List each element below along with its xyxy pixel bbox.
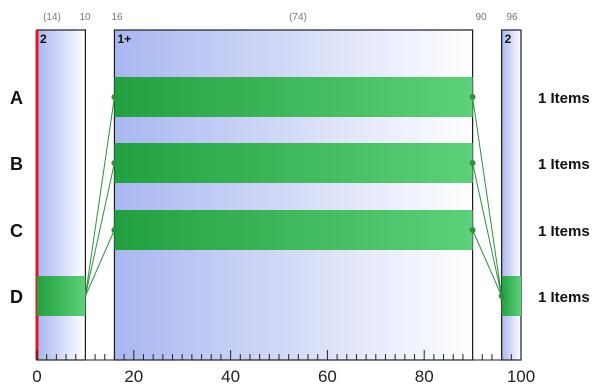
x-tick-label-80: 80 — [415, 367, 434, 386]
connector-node-right-1 — [469, 160, 476, 166]
x-tick-label-20: 20 — [124, 367, 143, 386]
panel-label-1: 2 — [40, 32, 47, 46]
bar-d — [37, 276, 86, 316]
x-tick-label-100: 100 — [507, 367, 535, 386]
row-label-b: B — [10, 154, 23, 174]
connector-node-left-0 — [111, 94, 118, 100]
top-label-5: 96 — [506, 12, 518, 23]
labels-layer: A 1 Items B 1 Items C 1 Items D 1 Items (14) 10 16… — [10, 12, 590, 307]
panel-label-2: 1+ — [117, 32, 131, 46]
connector-right-1 — [472, 162, 503, 297]
item-count-b: 1 Items — [538, 156, 590, 173]
top-label-4: 90 — [475, 12, 487, 23]
x-tick-label-60: 60 — [318, 367, 337, 386]
bars-layer — [37, 77, 521, 316]
row-label-d: D — [10, 287, 23, 307]
connector-node-left-2 — [111, 227, 118, 233]
connector-left-2 — [84, 229, 115, 297]
x-tick-label-0: 0 — [32, 367, 41, 386]
connectors-layer — [84, 94, 505, 299]
bar-b — [114, 143, 473, 183]
item-count-a: 1 Items — [538, 90, 590, 107]
x-tick-label-40: 40 — [221, 367, 240, 386]
connector-node-left-1 — [111, 160, 118, 166]
row-label-a: A — [10, 88, 23, 108]
connector-right-0 — [472, 96, 503, 297]
x-axis: 0 20 40 60 80 100 — [32, 350, 535, 386]
connector-node-right-2 — [469, 227, 476, 233]
connector-right-2 — [472, 229, 503, 297]
top-label-0: (14) — [43, 12, 61, 23]
top-label-3: (74) — [289, 12, 307, 23]
item-count-d: 1 Items — [538, 289, 590, 306]
panel-label-3: 2 — [505, 32, 512, 46]
connector-node-d-end — [498, 293, 505, 299]
bar-d-end — [501, 276, 521, 316]
top-label-1: 10 — [79, 12, 91, 23]
bar-c — [114, 210, 473, 250]
top-label-2: 16 — [111, 12, 123, 23]
connector-left-1 — [84, 162, 115, 297]
bar-a — [114, 77, 473, 117]
row-label-c: C — [10, 221, 23, 241]
connector-node-right-0 — [469, 94, 476, 100]
connector-left-0 — [84, 96, 115, 297]
item-count-c: 1 Items — [538, 223, 590, 240]
